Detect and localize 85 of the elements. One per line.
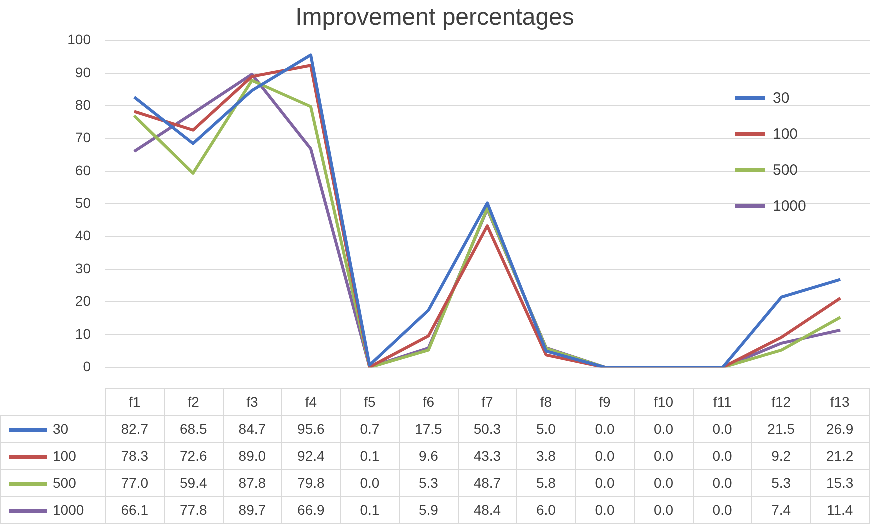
data-label: 82.7: [106, 416, 164, 442]
data-label: 0.0: [576, 442, 634, 470]
data-label: 48.7: [458, 470, 517, 496]
data-label: 5.3: [399, 470, 458, 496]
data-label: 5.9: [399, 496, 458, 524]
legend-label: 500: [772, 160, 800, 180]
data-label: 0.0: [693, 470, 752, 496]
data-label: 89.0: [223, 442, 282, 470]
text: 500: [53, 475, 76, 491]
x-tick-label: f5: [340, 388, 400, 416]
data-label: 5.8: [516, 470, 576, 496]
data-label: 87.8: [223, 470, 282, 496]
data-label: 9.6: [399, 442, 458, 470]
data-label: 21.5: [752, 416, 811, 442]
x-tick-label: f2: [164, 388, 224, 416]
y-tick-label: 0: [83, 358, 92, 374]
x-tick-label: f4: [282, 388, 341, 416]
data-label: 0.0: [340, 470, 400, 496]
x-tick-label: f12: [752, 388, 811, 416]
data-label: 66.1: [106, 496, 164, 524]
data-label: 11.4: [810, 496, 870, 524]
data-label: 48.4: [458, 496, 517, 524]
data-label: 0.1: [340, 442, 400, 470]
data-label: 89.7: [223, 496, 282, 524]
data-label: 95.6: [282, 416, 341, 442]
y-tick-label: 100: [68, 32, 92, 48]
data-label: 59.4: [164, 470, 224, 496]
data-label: 0.0: [693, 416, 752, 442]
data-label: 6.0: [516, 496, 576, 524]
x-tick-label: f9: [576, 388, 634, 416]
legend-label: 100: [772, 124, 800, 144]
x-tick-label: f3: [223, 388, 282, 416]
y-tick-label: 60: [75, 162, 92, 178]
data-label: 9.2: [752, 442, 811, 470]
text: 100: [53, 448, 76, 464]
data-label: 0.0: [576, 416, 634, 442]
data-label: 68.5: [164, 416, 224, 442]
data-label: 15.3: [810, 470, 870, 496]
chart-title: Improvement percentages: [296, 4, 574, 32]
y-tick-label: 40: [75, 228, 92, 244]
data-label: 92.4: [282, 442, 341, 470]
x-tick-label: f13: [810, 388, 870, 416]
x-tick-label: f6: [399, 388, 458, 416]
x-tick-label: f11: [693, 388, 752, 416]
data-label: 72.6: [164, 442, 224, 470]
x-tick-label: f10: [634, 388, 694, 416]
y-tick-label: 50: [75, 195, 92, 212]
data-label: 17.5: [399, 416, 458, 442]
legend-label: 30: [772, 88, 791, 108]
data-label: 0.0: [634, 470, 694, 496]
text: 1000: [53, 502, 84, 518]
y-tick-label: 70: [75, 130, 92, 146]
data-label: 7.4: [752, 496, 811, 524]
data-label: 26.9: [810, 416, 870, 442]
y-tick-label: 80: [75, 97, 92, 114]
data-label: 0.0: [634, 442, 694, 470]
data-label: 50.3: [458, 416, 517, 442]
data-label: 84.7: [223, 416, 282, 442]
y-tick-label: 20: [75, 293, 92, 310]
legend-label: 1000: [772, 196, 806, 216]
data-label: 5.3: [752, 470, 811, 496]
data-label: 78.3: [106, 442, 164, 470]
data-label: 0.1: [340, 496, 400, 524]
x-tick-label: f1: [106, 388, 164, 416]
x-tick-label: f8: [516, 388, 576, 416]
data-label: 79.8: [282, 470, 341, 496]
data-label: 5.0: [516, 416, 576, 442]
data-label: 0.0: [576, 496, 634, 524]
data-label: 66.9: [282, 496, 341, 524]
data-label: 43.3: [458, 442, 517, 470]
y-tick-label: 90: [75, 64, 92, 80]
data-label: 21.2: [810, 442, 870, 470]
data-label: 0.0: [634, 496, 694, 524]
x-tick-label: f7: [458, 388, 517, 416]
data-label: 0.0: [693, 496, 752, 524]
y-tick-label: 30: [75, 260, 92, 276]
data-label: 0.0: [634, 416, 694, 442]
data-label: 77.8: [164, 496, 224, 524]
data-label: 0.7: [340, 416, 400, 442]
y-tick-label: 10: [75, 326, 92, 342]
text: 30: [53, 421, 69, 437]
data-label: 0.0: [576, 470, 634, 496]
data-label: 3.8: [516, 442, 576, 470]
data-label: 77.0: [106, 470, 164, 496]
data-label: 0.0: [693, 442, 752, 470]
